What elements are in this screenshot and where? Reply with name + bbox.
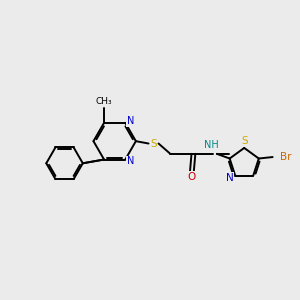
Text: NH: NH <box>204 140 219 150</box>
Text: N: N <box>127 156 134 166</box>
Text: S: S <box>241 136 247 146</box>
Text: O: O <box>187 172 195 182</box>
Text: N: N <box>127 116 134 126</box>
Text: CH₃: CH₃ <box>96 97 112 106</box>
Text: S: S <box>150 139 157 148</box>
Text: Br: Br <box>280 152 292 162</box>
Text: N: N <box>226 173 234 183</box>
